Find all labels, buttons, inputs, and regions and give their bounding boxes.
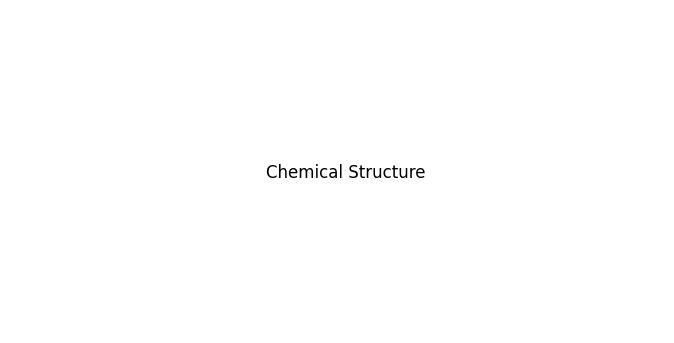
Text: Chemical Structure: Chemical Structure (266, 164, 425, 182)
